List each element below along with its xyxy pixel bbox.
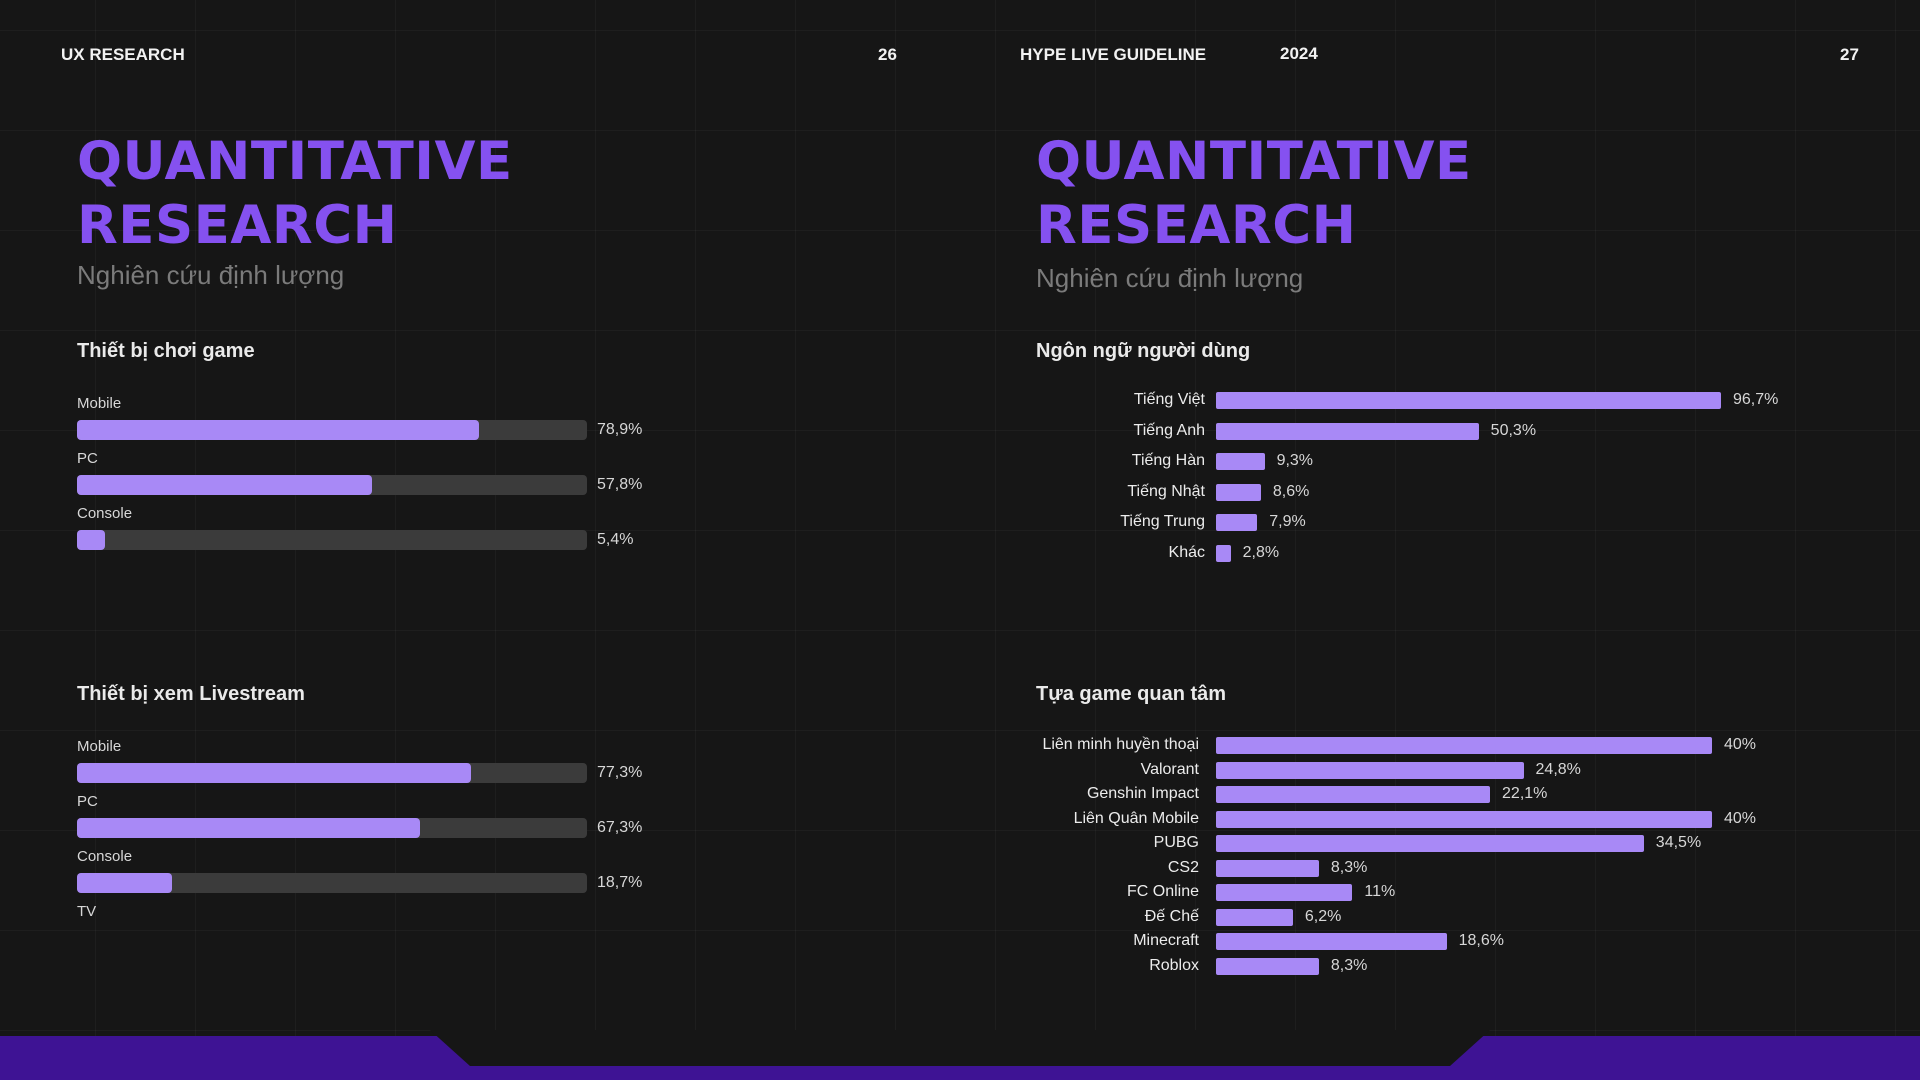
livestream-device-bar-pc [77,818,421,838]
right-header-title: HYPE LIVE GUIDELINE [1020,45,1207,64]
gaming-device-bar-pc [77,475,372,495]
language-bar-khac [1216,544,1231,562]
gaming-device-chart-title: Thiết bị chơi game [77,340,255,362]
livestream-device-label-tv: TV [77,903,97,920]
gaming-device-label-pc: PC [77,450,98,467]
language-chart: Tiếng Việt 96,7% Tiếng Anh 50,3% Tiếng Hàn 9,… [1036,391,1896,572]
livestream-device-label-mobile: Mobile [77,738,122,755]
games-bar-de-che [1216,908,1293,926]
gaming-device-chart: Mobile 78,9% PC 57,8% Console 5,4% [77,395,777,555]
header-year: 2024 [1280,44,1318,63]
livestream-device-bar-console [77,873,173,893]
language-bar-tieng-trung [1216,514,1258,531]
language-bar-tieng-nhat [1216,483,1261,501]
language-bar-tieng-anh [1216,422,1479,440]
gaming-device-track-pc [77,475,587,495]
language-value-tieng-han: 9,3% [1276,452,1314,469]
games-value-fc-online: 11% [1364,883,1396,900]
language-label-tieng-trung: Tiếng Trung [1120,513,1205,530]
games-value-de-che: 6,2% [1304,907,1342,925]
gaming-device-track-mobile [77,420,587,440]
language-value-tieng-anh: 50,3% [1490,421,1537,439]
games-label-cs2: CS2 [1167,858,1199,876]
games-label-lien-minh-huyen-thoai: Liên minh huyền thoại [1042,736,1199,753]
language-label-tieng-anh: Tiếng Anh [1133,421,1205,439]
left-page-number: 26 [878,45,897,64]
livestream-device-chart-title: Thiết bị xem Livestream [77,683,305,705]
language-label-tieng-viet: Tiếng Việt [1133,391,1205,408]
games-label-roblox: Roblox [1149,956,1199,974]
language-value-tieng-trung: 7,9% [1269,513,1306,530]
right-page-title-line1: QUANTITATIVE [1036,131,1472,192]
games-value-pubg: 34,5% [1655,834,1702,851]
gaming-device-track-console [77,530,587,550]
games-value-roblox: 8,3% [1330,956,1368,974]
language-label-khac: Khác [1168,543,1205,561]
language-value-khac: 2,8% [1242,543,1280,561]
gaming-device-bar-mobile [77,420,480,440]
games-bar-roblox [1216,957,1319,975]
gaming-device-value-mobile: 78,9% [597,421,643,438]
language-value-tieng-nhat: 8,6% [1272,482,1310,500]
livestream-device-track-mobile [77,763,587,783]
livestream-device-value-console: 18,7% [597,874,643,891]
gaming-device-label-console: Console [77,505,133,522]
language-chart-title: Ngôn ngữ người dùng [1036,340,1251,362]
footer-notch [430,1030,1490,1066]
right-page-title-line2: RESEARCH [1036,195,1357,256]
games-label-minecraft: Minecraft [1133,932,1199,949]
games-bar-fc-online [1216,884,1353,901]
language-label-tieng-han: Tiếng Hàn [1131,452,1205,469]
left-page-subtitle: Nghiên cứu định lượng [77,260,345,290]
games-label-genshin-impact: Genshin Impact [1086,785,1199,802]
games-bar-genshin-impact [1216,786,1491,803]
left-header-title: UX RESEARCH [61,45,185,64]
games-chart-title: Tựa game quan tâm [1036,683,1227,705]
language-value-tieng-viet: 96,7% [1733,391,1779,408]
games-label-lien-quan-mobile: Liên Quân Mobile [1073,809,1199,827]
games-label-fc-online: FC Online [1126,883,1199,900]
language-bar-tieng-han [1216,453,1265,470]
games-bar-lien-quan-mobile [1216,810,1712,828]
games-value-lien-minh-huyen-thoai: 40% [1724,736,1757,753]
games-bar-lien-minh-huyen-thoai [1216,737,1712,754]
games-label-pubg: PUBG [1153,834,1199,851]
games-label-de-che: Đế Chế [1144,907,1199,925]
gaming-device-label-mobile: Mobile [77,395,122,412]
left-page-title-line1: QUANTITATIVE [77,131,513,192]
livestream-device-track-pc [77,818,587,838]
livestream-device-label-console: Console [77,848,133,865]
livestream-device-bar-mobile [77,763,472,783]
right-page-number: 27 [1840,45,1859,64]
games-bar-valorant [1216,761,1524,779]
games-value-lien-quan-mobile: 40% [1724,809,1757,827]
gaming-device-value-pc: 57,8% [597,476,643,493]
language-bar-tieng-viet [1216,392,1721,409]
games-value-cs2: 8,3% [1330,858,1368,876]
games-value-valorant: 24,8% [1535,760,1581,778]
gaming-device-bar-console [77,530,105,550]
games-chart: Liên minh huyền thoại 40% Valorant 24,8% Gen… [1036,736,1896,987]
livestream-device-label-pc: PC [77,793,98,810]
games-value-genshin-impact: 22,1% [1502,785,1548,802]
gaming-device-value-console: 5,4% [597,531,634,548]
games-value-minecraft: 18,6% [1458,932,1504,949]
livestream-device-value-mobile: 77,3% [597,764,643,781]
left-page-title-line2: RESEARCH [77,195,398,256]
games-bar-cs2 [1216,859,1319,877]
games-bar-pubg [1216,835,1644,852]
livestream-device-chart: Mobile 77,3% PC 67,3% Console 18,7% TV [77,738,777,938]
livestream-device-value-pc: 67,3% [597,819,643,836]
right-page-subtitle: Nghiên cứu định lượng [1036,263,1304,293]
games-label-valorant: Valorant [1140,760,1199,778]
livestream-device-track-console [77,873,587,893]
language-label-tieng-nhat: Tiếng Nhật [1127,482,1205,500]
games-bar-minecraft [1216,933,1447,950]
